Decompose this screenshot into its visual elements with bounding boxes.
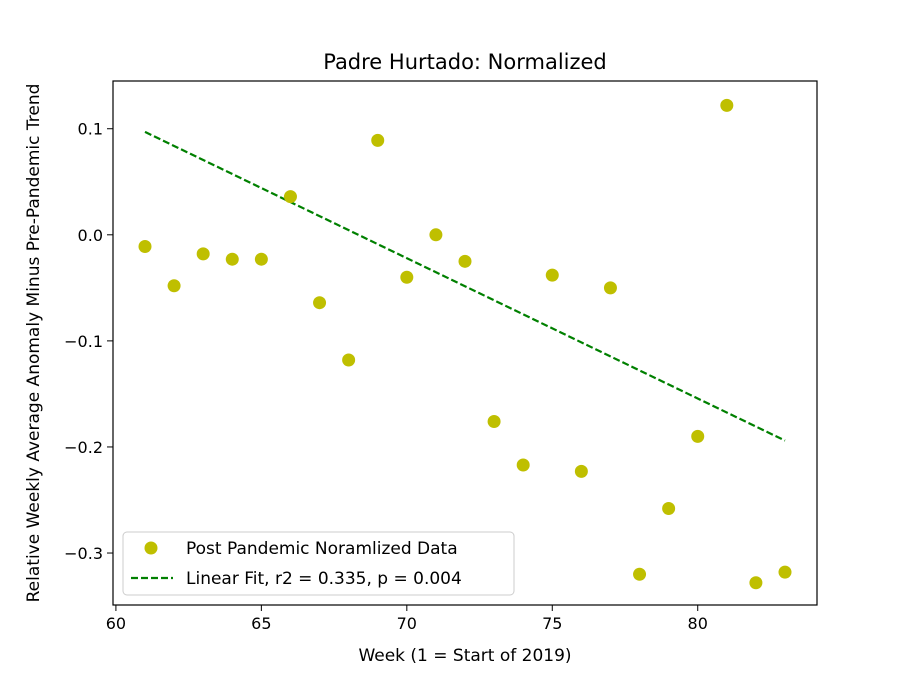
linear-fit-line xyxy=(144,130,786,442)
y-axis: −0.3 −0.2 −0.1 0.0 0.1 xyxy=(64,120,113,563)
legend-label-fit: Linear Fit, r2 = 0.335, p = 0.004 xyxy=(186,569,462,589)
data-point xyxy=(283,190,297,204)
legend-box xyxy=(122,531,515,596)
x-axis: 60 65 70 75 80 xyxy=(106,605,708,633)
data-point xyxy=(749,576,763,590)
plot-frame xyxy=(112,80,818,606)
data-point xyxy=(458,254,472,268)
data-point xyxy=(138,239,152,253)
x-tick-label: 75 xyxy=(542,614,562,633)
data-point xyxy=(254,252,268,266)
y-axis-label: Relative Weekly Average Anomaly Minus Pr… xyxy=(24,84,44,603)
y-tick-label: 0.1 xyxy=(78,120,103,139)
data-point xyxy=(225,252,239,266)
data-points-layer xyxy=(138,98,792,590)
x-tick-label: 65 xyxy=(251,614,271,633)
data-point xyxy=(342,353,356,367)
x-tick-label: 80 xyxy=(688,614,708,633)
data-point xyxy=(720,98,734,112)
y-tick-label: −0.2 xyxy=(64,438,103,457)
data-point xyxy=(429,228,443,242)
data-point xyxy=(778,565,792,579)
data-point xyxy=(196,247,210,261)
data-point xyxy=(691,429,705,443)
y-tick-label: −0.1 xyxy=(64,332,103,351)
data-point xyxy=(603,281,617,295)
data-point xyxy=(400,270,414,284)
data-point xyxy=(167,279,181,293)
plot-area: 60 65 70 75 80 −0.3 −0.2 −0.1 0.0 0.1 xyxy=(64,80,818,633)
chart-title: Padre Hurtado: Normalized xyxy=(323,50,607,74)
data-point xyxy=(313,296,327,310)
data-point xyxy=(487,414,501,428)
x-tick-label: 60 xyxy=(106,614,126,633)
data-point xyxy=(662,501,676,515)
data-point xyxy=(516,458,530,472)
data-point xyxy=(545,268,559,282)
x-tick-label: 70 xyxy=(397,614,417,633)
data-point xyxy=(633,567,647,581)
legend: Post Pandemic Noramlized Data Linear Fit… xyxy=(122,531,515,596)
y-tick-label: 0.0 xyxy=(78,226,103,245)
y-tick-label: −0.3 xyxy=(64,544,103,563)
legend-label-scatter: Post Pandemic Noramlized Data xyxy=(186,539,458,559)
data-point xyxy=(574,464,588,478)
legend-marker-scatter xyxy=(144,541,158,555)
fit-line-layer xyxy=(144,130,786,442)
x-axis-label: Week (1 = Start of 2019) xyxy=(358,646,571,666)
data-point xyxy=(371,133,385,147)
